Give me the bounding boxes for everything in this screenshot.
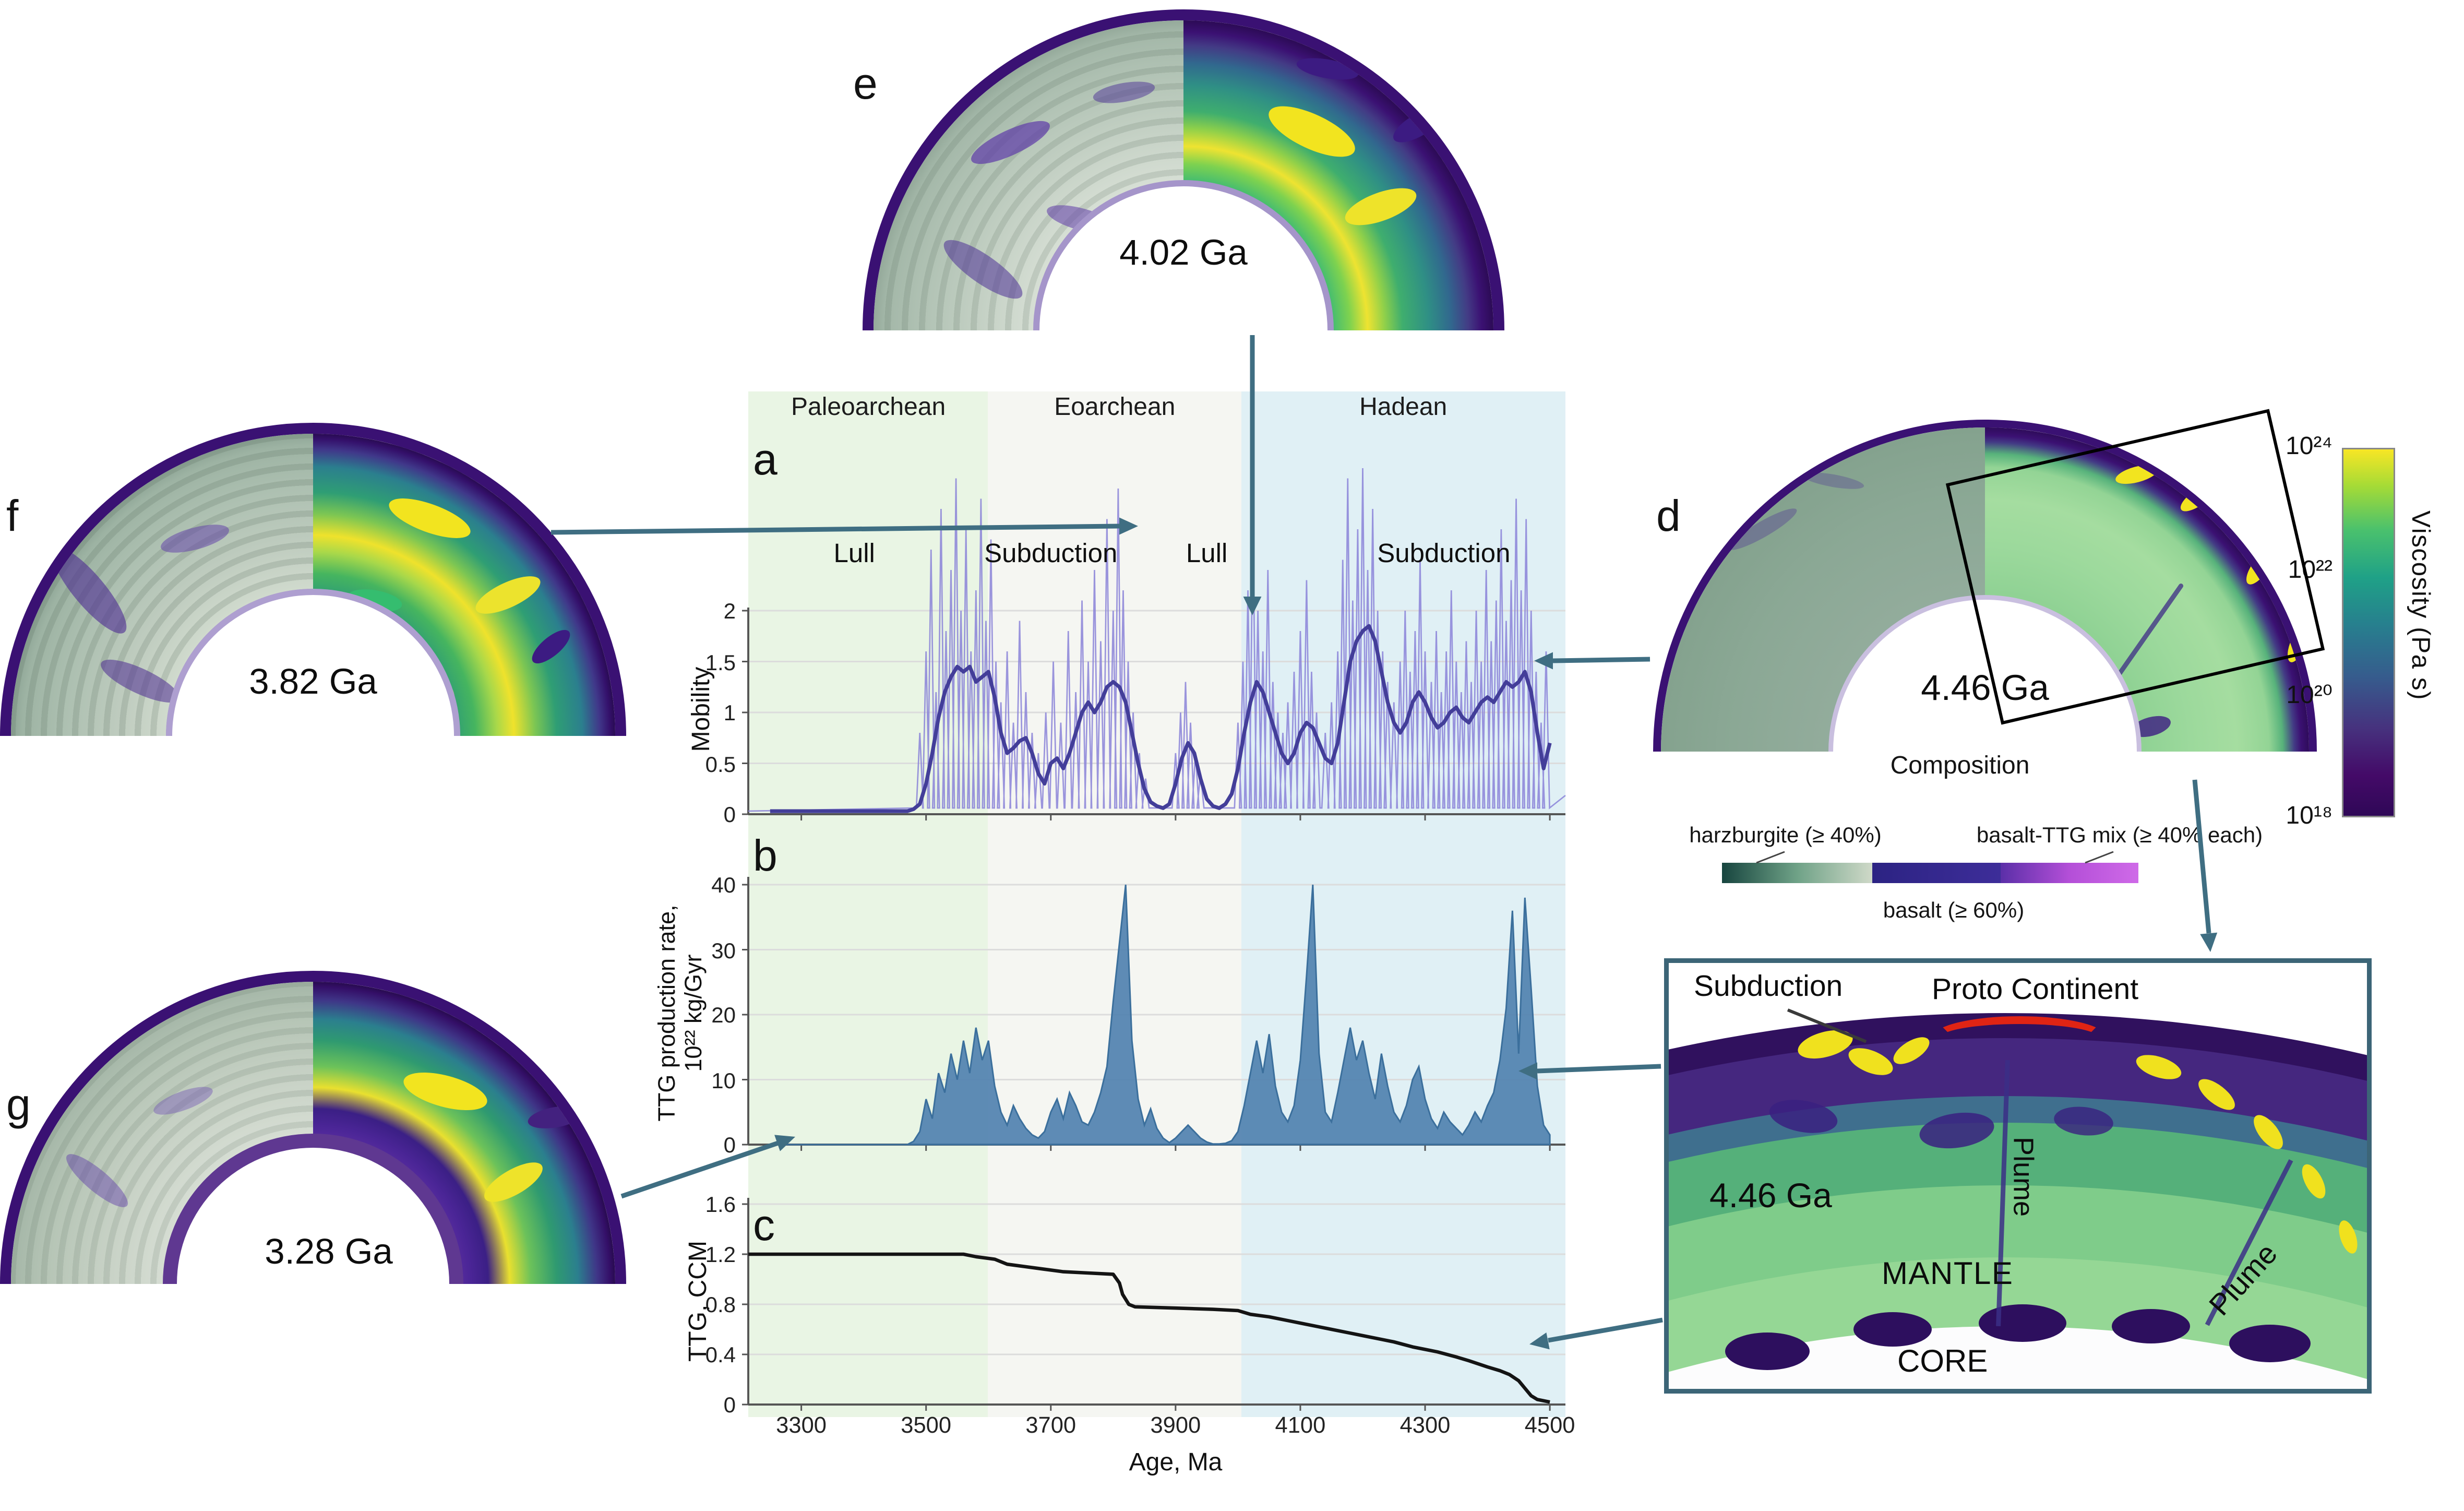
age-label-g: 3.28 Ga [265,1231,393,1271]
panel-letter-e: e [853,60,878,108]
harzburgite-label: harzburgite (≥ 40%) [1689,822,1882,847]
era-band-eoarchean [988,391,1241,1417]
mantle-snapshot-f [0,423,626,736]
proto-continent-arc [1932,1016,2107,1060]
mantle-snapshot-g [0,971,626,1284]
ttg-ccm-axis-label: TTG, CCM [686,1241,712,1362]
colorbar-tick: 10¹⁸ [2286,803,2333,830]
mobility-axis-label: Mobility [689,667,715,752]
panel-letter-d: d [1656,492,1681,540]
ttg-rate-axis-label: TTG production rate, 10²² kg/Gyr [654,856,714,1170]
panel-letter-c: c [753,1201,775,1250]
inset-proto-continent-label: Proto Continent [1932,974,2139,1007]
composition-title: Composition [1890,753,2030,780]
core-boundary-blob [1979,1304,2066,1342]
mantle-snapshot-d [1653,420,2317,752]
basalt-ttg-gradient [2001,863,2138,883]
age-label-d: 4.46 Ga [1921,667,2049,708]
colorbar-title: Viscosity (Pa s) [2406,510,2434,701]
core-boundary-blob [1853,1312,1932,1347]
ttg-rate-axis-label-line2: 10²² kg/Gyr [681,954,708,1072]
age-label-f: 3.82 Ga [249,661,377,701]
ttg-rate-axis-label-line1: TTG production rate, [654,905,681,1122]
age-axis-label: Age, Ma [1129,1450,1223,1477]
inset-mantle-label: MANTLE [1882,1257,2014,1292]
inset-zoom-panel: Subduction Proto Continent 4.46 Ga Plume… [1664,958,2372,1394]
core-boundary-blob [2229,1325,2311,1362]
era-band-hadean [1241,391,1565,1417]
viscosity-colorbar [2342,448,2395,817]
colorbar-tick: 10²⁴ [2286,434,2333,460]
panel-letter-a: a [753,435,778,484]
colorbar-tick: 10²² [2288,557,2333,584]
core-boundary-blob [2112,1309,2190,1343]
panel-letter-g: g [6,1080,31,1129]
era-band-paleoarchean [748,391,989,1417]
inset-age-label: 4.46 Ga [1709,1176,1832,1215]
age-label-e: 4.02 Ga [1119,232,1248,272]
harzburgite-gradient [1722,863,1872,883]
inset-plume-left-label: Plume [2007,1136,2039,1217]
colorbar-tick: 10²⁰ [2286,683,2333,709]
basalt-ttg-mix-label: basalt-TTG mix (≥ 40% each) [1976,822,2263,847]
panel-letter-f: f [6,492,19,540]
basalt-label: basalt (≥ 60%) [1883,897,2025,922]
inset-core-label: CORE [1897,1345,1988,1379]
core-boundary-blob [1725,1332,1810,1370]
inset-subduction-label: Subduction [1694,971,1843,1004]
panel-letter-b: b [753,831,778,880]
basalt-gradient [1872,863,2001,883]
mantle-snapshot-e [863,9,1504,330]
